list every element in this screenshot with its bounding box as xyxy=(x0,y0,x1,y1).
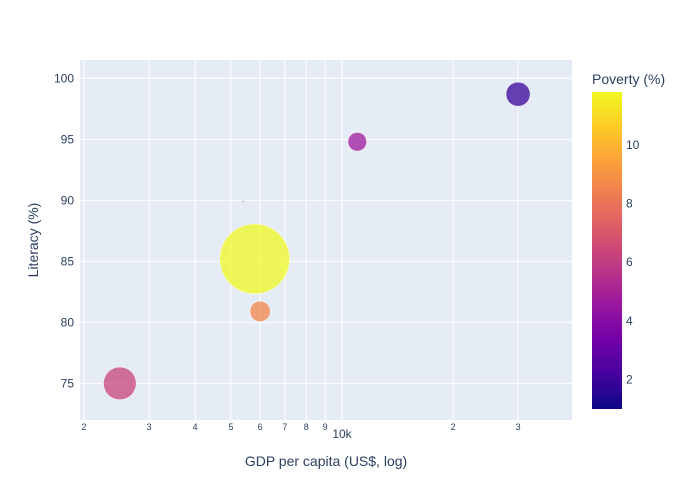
colorbar-tick-label: 2 xyxy=(626,373,633,387)
x-tick-label: 7 xyxy=(282,422,287,432)
y-tick-label: 100 xyxy=(54,71,74,85)
y-tick-label: 90 xyxy=(61,193,75,207)
colorbar-tick-label: 6 xyxy=(626,255,633,269)
y-tick-label: 80 xyxy=(61,315,75,329)
data-point[interactable] xyxy=(347,132,367,152)
y-tick-label: 95 xyxy=(61,132,75,146)
colorbar-tick-label: 10 xyxy=(626,138,640,152)
data-point[interactable] xyxy=(249,300,271,322)
data-point[interactable] xyxy=(242,200,245,203)
y-tick-label: 75 xyxy=(61,376,75,390)
plot-background xyxy=(80,60,572,420)
x-axis-title: GDP per capita (US$, log) xyxy=(245,453,407,469)
y-tick-labels: 75 80 85 90 95 100 xyxy=(54,71,74,390)
colorbar-tick-label: 8 xyxy=(626,197,633,211)
data-point[interactable] xyxy=(505,81,531,107)
colorbar xyxy=(592,92,622,409)
x-tick-label: 9 xyxy=(323,422,328,432)
x-tick-label: 10k xyxy=(332,427,352,441)
x-tick-label: 3 xyxy=(147,422,152,432)
x-tick-label: 5 xyxy=(228,422,233,432)
y-gridlines xyxy=(80,77,572,384)
colorbar-tick-labels: 2 4 6 8 10 xyxy=(626,138,640,387)
data-points xyxy=(103,81,531,401)
data-point[interactable] xyxy=(219,223,290,295)
colorbar-tick-label: 4 xyxy=(626,314,633,328)
x-tick-label: 4 xyxy=(193,422,198,432)
x-tick-label: 3 xyxy=(516,422,521,432)
y-axis-title: Literacy (%) xyxy=(25,203,41,278)
x-tick-labels: 2 3 4 5 6 7 8 9 10k 2 3 xyxy=(82,422,521,441)
x-tick-label: 2 xyxy=(82,422,87,432)
data-point[interactable] xyxy=(103,366,137,401)
x-tick-label: 6 xyxy=(258,422,263,432)
y-tick-label: 85 xyxy=(61,254,75,268)
x-tick-label: 8 xyxy=(304,422,309,432)
colorbar-title: Poverty (%) xyxy=(592,71,665,87)
x-tick-label: 2 xyxy=(451,422,456,432)
